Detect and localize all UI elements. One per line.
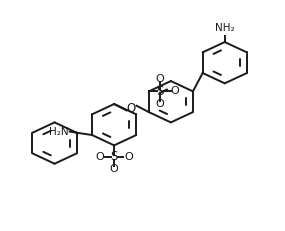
Text: S: S (156, 85, 164, 98)
Text: O: O (95, 152, 104, 162)
Text: H₂N: H₂N (48, 127, 68, 137)
Text: NH₂: NH₂ (215, 23, 235, 33)
Text: S: S (111, 150, 118, 163)
Text: O: O (110, 164, 119, 174)
Text: O: O (156, 99, 164, 109)
Text: O: O (171, 86, 180, 96)
Text: O: O (127, 102, 136, 115)
Text: O: O (124, 152, 133, 162)
Text: O: O (156, 74, 164, 84)
